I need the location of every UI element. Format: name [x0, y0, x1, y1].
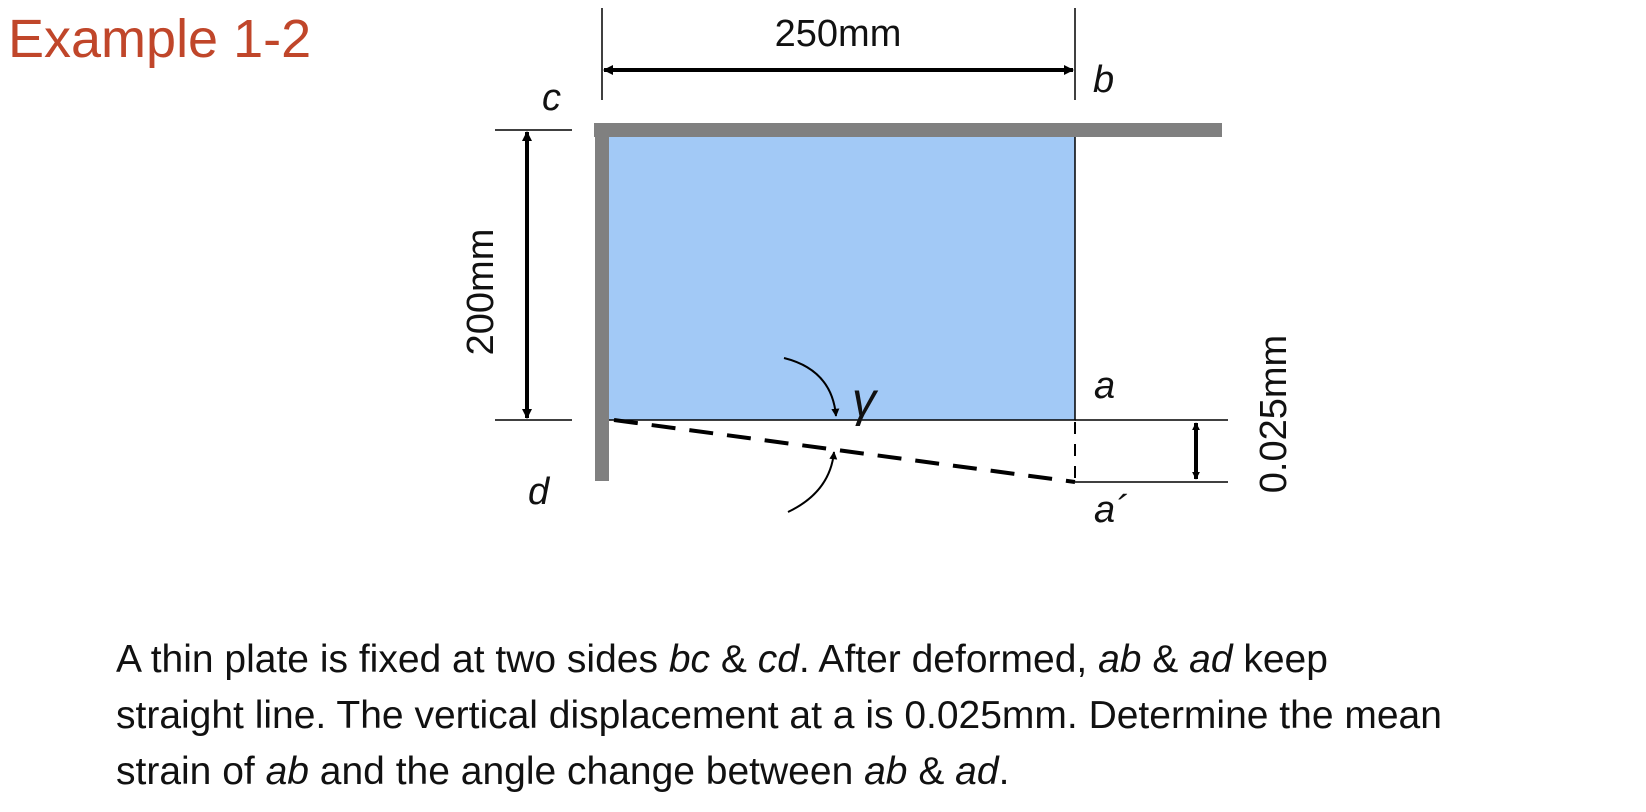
description-line-3: strain of ab and the angle change betwee…	[116, 750, 1010, 793]
point-a-prime-label: a´	[1094, 489, 1128, 531]
point-d-label: d	[528, 471, 551, 513]
deformed-edge-ad	[613, 418, 1076, 484]
problem-description: A thin plate is fixed at two sides bc & …	[116, 632, 1636, 800]
height-label: 200mm	[460, 229, 502, 356]
description-line-2: straight line. The vertical displacement…	[116, 694, 1442, 737]
width-label: 250mm	[775, 13, 902, 55]
point-c-label: c	[542, 77, 561, 119]
gamma-arrow-lower	[787, 451, 838, 513]
slide-title: Example 1-2	[8, 9, 312, 69]
gamma-label: γ	[852, 374, 879, 427]
description-line-1: A thin plate is fixed at two sides bc & …	[116, 638, 1328, 681]
gamma-arrow-upper	[783, 357, 840, 417]
point-a-label: a	[1094, 365, 1115, 407]
thin-plate	[605, 129, 1076, 421]
displacement-label: 0.025mm	[1253, 335, 1295, 493]
point-b-label: b	[1093, 59, 1114, 101]
